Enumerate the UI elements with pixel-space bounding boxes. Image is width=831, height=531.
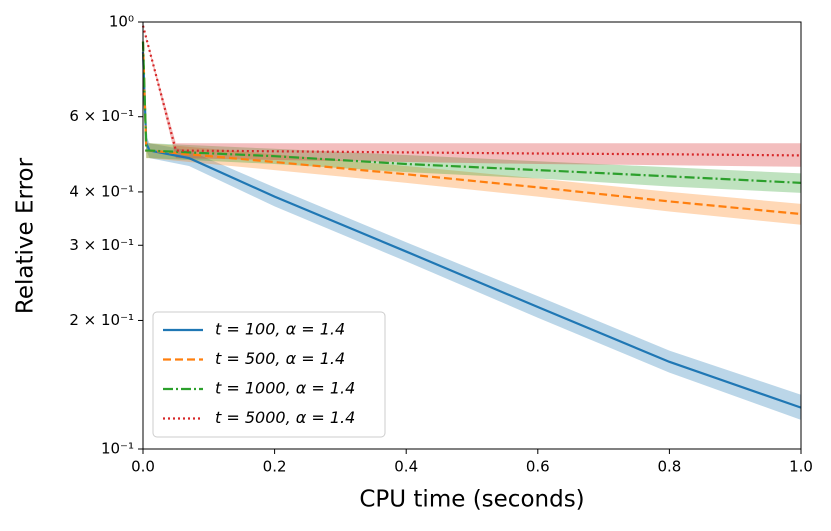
y-tick-label: 6 × 10⁻¹ xyxy=(69,107,134,125)
error-band xyxy=(143,41,801,225)
legend-box xyxy=(152,311,386,438)
y-axis-label: Relative Error xyxy=(13,157,39,314)
series-line xyxy=(141,41,802,184)
x-tick-label: 1.0 xyxy=(789,458,813,476)
legend-label: t = 1000, α = 1.4 xyxy=(215,379,355,398)
legend-label: t = 500, α = 1.4 xyxy=(215,349,345,368)
x-tick-label: 0.4 xyxy=(394,458,418,476)
error-band xyxy=(143,25,801,167)
y-tick-label: 3 × 10⁻¹ xyxy=(69,236,134,254)
legend-label: t = 100, α = 1.4 xyxy=(215,320,345,339)
series-line xyxy=(141,25,802,157)
x-tick-label: 0.8 xyxy=(657,458,681,476)
error-band xyxy=(143,41,801,193)
x-tick-label: 0.2 xyxy=(263,458,287,476)
series-line xyxy=(141,52,802,409)
y-tick-label: 4 × 10⁻¹ xyxy=(69,182,134,200)
x-axis-label: CPU time (seconds) xyxy=(359,487,584,513)
plot-frame xyxy=(142,21,802,450)
legend-label: t = 5000, α = 1.4 xyxy=(215,408,355,427)
error-band xyxy=(143,52,801,420)
x-tick-label: 0.0 xyxy=(131,458,155,476)
x-tick-label: 0.6 xyxy=(526,458,550,476)
y-tick-label: 2 × 10⁻¹ xyxy=(69,311,134,329)
y-tick-label: 10⁰ xyxy=(109,13,134,31)
y-tick-label: 10⁻¹ xyxy=(101,440,134,458)
